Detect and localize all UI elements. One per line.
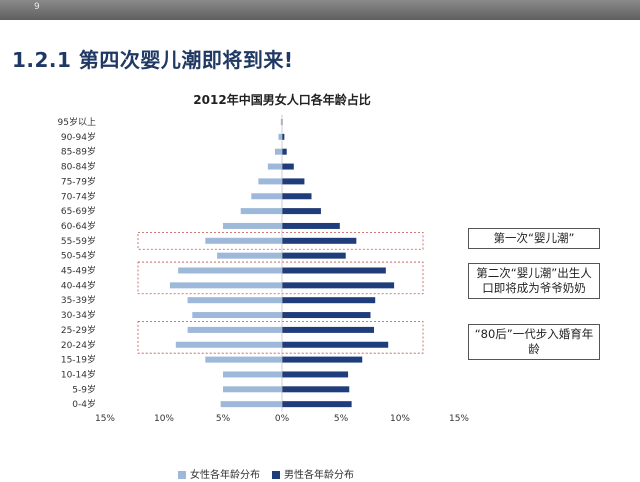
category-label: 95岁以上	[58, 116, 96, 128]
callout-first-baby-boom: 第一次“婴儿潮”	[468, 228, 600, 249]
category-label: 5-9岁	[72, 383, 96, 395]
female-bar	[274, 148, 282, 155]
legend-male-label: 男性各年龄分布	[284, 470, 354, 481]
female-bar	[220, 401, 282, 408]
legend-male-swatch	[272, 471, 280, 479]
female-bar	[175, 341, 282, 348]
female-bar	[187, 326, 282, 333]
x-tick-label: 0%	[275, 414, 290, 424]
male-bar	[282, 252, 346, 259]
male-bar	[282, 267, 386, 274]
female-bar	[192, 312, 282, 319]
female-bar	[217, 252, 282, 259]
legend-female: 女性各年龄分布	[178, 466, 260, 481]
category-label: 20-24岁	[61, 339, 96, 351]
category-label: 30-34岁	[61, 309, 96, 321]
legend-female-swatch	[178, 471, 186, 479]
category-label: 75-79岁	[61, 175, 96, 187]
male-bar	[282, 237, 357, 244]
male-bar	[282, 356, 363, 363]
male-bar	[282, 371, 349, 378]
category-label: 25-29岁	[61, 324, 96, 336]
male-bar	[282, 133, 285, 140]
category-label: 35-39岁	[61, 294, 96, 306]
male-bar	[282, 208, 321, 215]
male-bar	[282, 297, 376, 304]
x-tick-label: 10%	[154, 414, 174, 424]
x-tick-label: 15%	[95, 414, 115, 424]
female-bar	[240, 208, 282, 215]
male-bar	[282, 326, 375, 333]
female-bar	[187, 297, 282, 304]
x-tick-label: 15%	[449, 414, 469, 424]
category-label: 90-94岁	[61, 131, 96, 143]
category-label: 55-59岁	[61, 235, 96, 247]
female-bar	[169, 282, 282, 289]
callout-second-baby-boom: 第二次“婴儿潮”出生人口即将成为爷爷奶奶	[468, 263, 600, 299]
category-label: 45-49岁	[61, 265, 96, 277]
category-label: 15-19岁	[61, 354, 96, 366]
male-bar	[282, 163, 294, 170]
legend-female-label: 女性各年龄分布	[190, 470, 260, 481]
female-bar	[267, 163, 282, 170]
male-bar	[282, 222, 340, 229]
highlight-box-2	[137, 321, 424, 354]
female-bar	[280, 119, 282, 125]
x-tick-label: 5%	[334, 414, 349, 424]
male-bar	[282, 312, 371, 319]
page-number: 9	[34, 2, 40, 12]
category-label: 85-89岁	[61, 146, 96, 158]
female-bar	[205, 237, 282, 244]
male-bar	[282, 341, 389, 348]
female-bar	[223, 386, 282, 393]
male-bar	[282, 401, 352, 408]
highlight-box-0	[137, 231, 424, 250]
female-bar	[223, 222, 282, 229]
category-label: 10-14岁	[61, 368, 96, 380]
x-tick-label: 10%	[390, 414, 410, 424]
legend-male: 男性各年龄分布	[272, 466, 354, 481]
female-bar	[251, 193, 282, 200]
category-label: 65-69岁	[61, 205, 96, 217]
male-bar	[282, 282, 395, 289]
category-label: 60-64岁	[61, 220, 96, 232]
category-label: 0-4岁	[72, 398, 96, 410]
category-label: 40-44岁	[61, 279, 96, 291]
x-tick-label: 5%	[216, 414, 231, 424]
highlight-box-1	[137, 261, 424, 295]
female-bar	[178, 267, 282, 274]
male-bar	[282, 386, 350, 393]
callout-80s-generation: “80后”一代步入婚育年龄	[468, 324, 600, 360]
female-bar	[205, 356, 282, 363]
male-bar	[282, 148, 287, 155]
top-bar: 9	[0, 0, 640, 20]
male-bar	[282, 193, 312, 200]
chart-title: 2012年中国男女人口各年龄占比	[193, 92, 370, 107]
category-label: 80-84岁	[61, 161, 96, 173]
section-title: 1.2.1 第四次婴儿潮即将到来!	[12, 48, 294, 72]
female-bar	[278, 133, 282, 140]
category-label: 70-74岁	[61, 190, 96, 202]
male-bar	[282, 178, 305, 185]
category-label: 50-54岁	[61, 250, 96, 262]
female-bar	[258, 178, 282, 185]
female-bar	[223, 371, 282, 378]
